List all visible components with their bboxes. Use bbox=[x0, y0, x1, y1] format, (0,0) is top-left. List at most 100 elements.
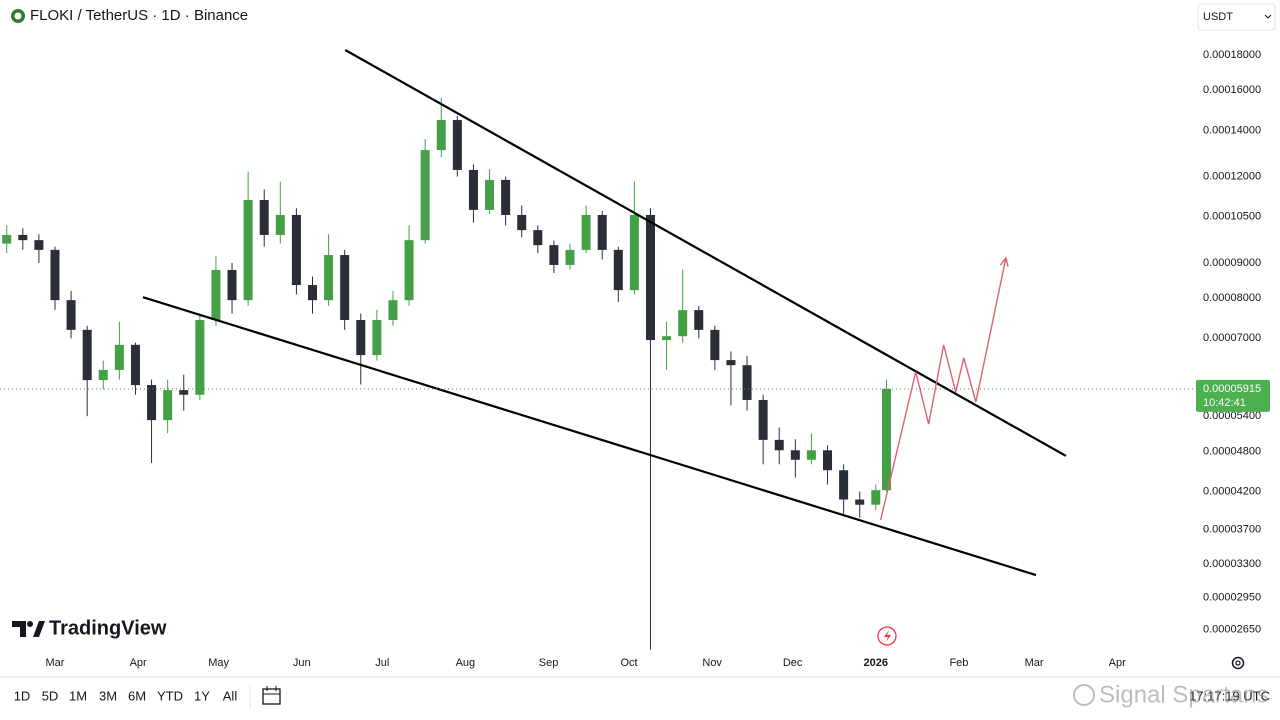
candle-body bbox=[726, 360, 736, 366]
y-tick-label: 0.00002950 bbox=[1203, 591, 1261, 603]
candle-body bbox=[629, 214, 639, 291]
y-tick-label: 0.00012000 bbox=[1203, 171, 1261, 183]
candle-body bbox=[372, 320, 382, 356]
candle-body bbox=[710, 329, 720, 361]
y-tick-label: 0.00014000 bbox=[1203, 124, 1261, 136]
candle-body bbox=[179, 390, 189, 395]
y-tick-label: 0.00004800 bbox=[1203, 445, 1261, 457]
candle-body bbox=[806, 450, 816, 460]
candle-body bbox=[114, 344, 124, 370]
candle-body bbox=[533, 230, 543, 246]
y-tick-label: 0.00008000 bbox=[1203, 292, 1261, 304]
range-button[interactable]: 1Y bbox=[194, 688, 210, 703]
candle-body bbox=[82, 329, 92, 381]
y-tick-label: 0.00018000 bbox=[1203, 49, 1261, 61]
candle-body bbox=[501, 179, 511, 215]
x-tick-label: Apr bbox=[130, 657, 147, 669]
currency-dropdown[interactable]: USDT bbox=[1197, 3, 1276, 31]
candle-body bbox=[227, 270, 237, 301]
clock: 17:17:19 UTC bbox=[1189, 688, 1270, 703]
candle-body bbox=[517, 214, 527, 231]
y-tick-label: 0.00004200 bbox=[1203, 485, 1261, 497]
candle-body bbox=[565, 249, 575, 265]
candle-body bbox=[98, 369, 108, 381]
candle-body bbox=[420, 150, 430, 241]
candle-body bbox=[2, 234, 12, 244]
candle-body bbox=[50, 249, 60, 301]
candle-body bbox=[581, 214, 591, 250]
y-tick-label: 0.00007000 bbox=[1203, 332, 1261, 344]
x-tick-label: Feb bbox=[949, 657, 968, 669]
x-tick-label: 2026 bbox=[864, 657, 888, 669]
calendar-icon[interactable] bbox=[262, 686, 281, 705]
candle-body bbox=[18, 234, 28, 241]
candle-body bbox=[678, 310, 688, 337]
arrow-head bbox=[999, 256, 1009, 267]
watermark: Signal Spartans bbox=[1073, 681, 1268, 708]
x-tick-label: Mar bbox=[46, 657, 65, 669]
trend-drawing bbox=[344, 49, 1067, 457]
candle-body bbox=[742, 365, 752, 400]
candle-body bbox=[66, 300, 76, 330]
candle-body bbox=[291, 214, 301, 286]
candle-body bbox=[275, 214, 285, 235]
price-label: 0.00005915 bbox=[1203, 383, 1261, 395]
y-tick-label: 0.00003700 bbox=[1203, 524, 1261, 536]
x-tick-label: Mar bbox=[1025, 657, 1044, 669]
currency[interactable]: USDT bbox=[1203, 11, 1233, 23]
candle-body bbox=[694, 310, 704, 330]
x-tick-label: Jun bbox=[293, 657, 311, 669]
x-tick-label: Nov bbox=[702, 657, 722, 669]
range-button[interactable]: 5D bbox=[42, 688, 59, 703]
y-tick-label: 0.00002650 bbox=[1203, 624, 1261, 636]
candle-body bbox=[871, 490, 881, 505]
candle-body bbox=[485, 179, 495, 210]
candle-body bbox=[34, 240, 44, 250]
x-tick-label: Oct bbox=[620, 657, 637, 669]
x-tick-label: Aug bbox=[456, 657, 476, 669]
range-button[interactable]: 1D bbox=[14, 688, 31, 703]
x-tick-label: Jul bbox=[375, 657, 389, 669]
y-tick-label: 0.00005400 bbox=[1203, 410, 1261, 422]
candle-body bbox=[147, 385, 157, 421]
x-tick-label: Dec bbox=[783, 657, 803, 669]
candle-body bbox=[404, 240, 414, 301]
candle-body bbox=[758, 399, 768, 440]
trend-drawing bbox=[142, 296, 1037, 577]
candle-body bbox=[839, 470, 849, 500]
candle-body bbox=[324, 255, 334, 301]
candle-body bbox=[882, 388, 892, 491]
x-tick-label: May bbox=[208, 657, 229, 669]
settings-icon[interactable] bbox=[1231, 656, 1245, 670]
brand: TradingView bbox=[49, 617, 167, 639]
range-button[interactable]: 3M bbox=[99, 688, 117, 703]
x-tick-label: Apr bbox=[1109, 657, 1126, 669]
candle-body bbox=[259, 200, 269, 235]
candle-body bbox=[388, 300, 398, 321]
lightning-icon[interactable] bbox=[877, 626, 897, 646]
trend-drawing bbox=[879, 257, 1007, 521]
candle-body bbox=[662, 336, 672, 341]
candle-body bbox=[436, 120, 446, 151]
range-button[interactable]: YTD bbox=[157, 688, 183, 703]
candle-body bbox=[130, 344, 140, 386]
candle-body bbox=[340, 255, 350, 321]
candle-body bbox=[855, 499, 865, 505]
range-buttons: 1D 5D 1M 3M 6M YTD 1Y All bbox=[14, 688, 238, 703]
candle-body bbox=[597, 214, 607, 250]
price-label-box bbox=[1196, 379, 1270, 412]
candle-body bbox=[774, 439, 784, 451]
candle-body bbox=[356, 320, 366, 356]
chart-title: FLOKI / TetherUS · 1D · Binance bbox=[30, 7, 248, 24]
range-button[interactable]: 1M bbox=[69, 688, 87, 703]
candle-body bbox=[645, 214, 655, 341]
candle-body bbox=[452, 120, 462, 170]
plot bbox=[0, 49, 1195, 650]
candle-body bbox=[468, 169, 478, 210]
candle-body bbox=[195, 320, 205, 395]
range-button[interactable]: 6M bbox=[128, 688, 146, 703]
range-button[interactable]: All bbox=[223, 688, 238, 703]
y-tick-label: 0.00016000 bbox=[1203, 84, 1261, 96]
